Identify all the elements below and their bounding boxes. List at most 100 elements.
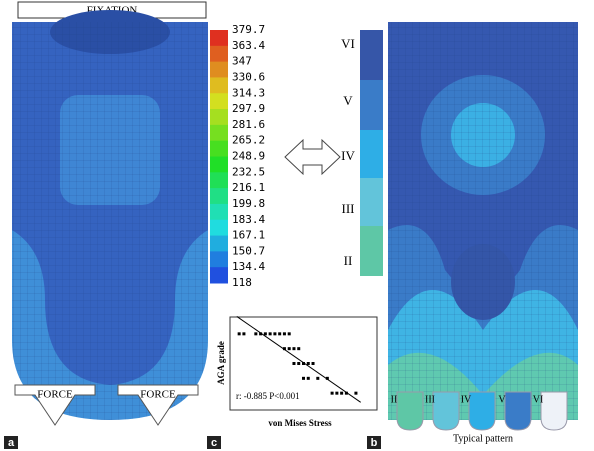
point [297,362,301,365]
panel-letter-box [4,436,18,449]
colorbar-swatch [210,172,228,189]
colorbar-label: 248.9 [232,150,265,163]
pattern-label: VI [533,394,544,405]
colorbar-label: 134.4 [232,260,265,273]
pattern-caption: Typical pattern [453,433,513,444]
colorbar-label: 199.8 [232,197,265,210]
double-arrow [284,138,341,176]
point [330,391,334,395]
point [242,332,246,336]
point [237,332,241,336]
colorbar-swatch [210,267,228,284]
colorbar-swatch [210,30,228,47]
grade-label: III [342,201,355,216]
colorbar-label: 118 [232,276,252,289]
colorbar-label: 150.7 [232,244,265,257]
colorbar-swatch [210,45,228,63]
point [325,376,329,380]
colorbar-label: 265.2 [232,134,265,147]
pattern-label: V [498,394,506,405]
panel-letter-box [207,436,221,449]
force-arrow [117,384,199,426]
point [259,332,263,336]
colorbar-label: 232.5 [232,165,265,178]
point [306,362,310,365]
point [354,391,358,395]
pattern-label: III [425,394,435,405]
colorbar-swatch [210,77,228,94]
grade-label: II [344,253,353,268]
pattern-label: IV [461,394,472,405]
colorbar-swatch [210,109,228,126]
point [302,376,305,380]
colorbar-label: 330.6 [232,70,265,83]
trend-line [236,316,361,403]
force-arrow [14,384,96,426]
point [278,332,282,336]
colorbar-label: 167.1 [232,229,265,242]
colorbar-swatch [210,235,228,252]
point [268,332,272,336]
point [282,347,286,351]
colorbar-label: 183.4 [232,213,265,226]
point [273,332,277,336]
point [254,332,258,336]
point [311,362,315,365]
y-axis-label: AGA grade [216,341,226,385]
colorbar-label: 347 [232,55,252,68]
point [344,391,348,395]
point [263,332,267,336]
point [302,362,305,365]
point [306,376,310,380]
pattern-icon [504,391,532,431]
grade-swatch [360,178,383,226]
colorbar-label: 363.4 [232,39,265,52]
pattern-icon [432,391,460,431]
colorbar-label: 216.1 [232,181,265,194]
x-axis-label: von Mises Stress [268,418,332,428]
panel-letter: a [8,437,15,449]
panel-letter: c [211,437,217,449]
colorbar-swatch [210,124,228,142]
grade-swatch [360,226,383,276]
point [316,376,320,380]
colorbar-swatch [210,61,228,78]
colorbar-swatch [210,156,228,173]
point [297,347,301,351]
point [340,391,344,395]
colorbar-label: 379.7 [232,23,265,36]
pattern-icon [396,391,424,431]
panel-letter-box [367,436,381,449]
grade-swatch [360,130,383,178]
colorbar-swatch [210,140,228,157]
force-label: FORCE [140,389,176,401]
colorbar-swatch [210,188,228,205]
colorbar-label: 314.3 [232,86,265,99]
pattern-icon [468,391,496,431]
force-label: FORCE [37,389,73,401]
pattern-label: II [391,394,398,405]
point [292,347,296,351]
grade-label: IV [341,148,355,163]
colorbar-swatch [210,93,228,110]
colorbar-swatch [210,251,228,268]
point [287,332,291,336]
mesh-b [388,22,578,420]
colorbar-label: 281.6 [232,118,265,131]
grade-label: V [343,93,353,108]
annotation: r: -0.885 P<0.001 [236,391,300,401]
point [292,362,296,365]
colorbar-label: 297.9 [232,102,265,115]
point [282,332,286,336]
grade-swatch [360,80,383,130]
grade-label: VI [341,36,355,51]
colorbar-swatch [210,219,228,237]
colorbar-swatch [210,203,228,221]
mesh-a [12,22,208,420]
point [287,347,291,351]
point [335,391,339,395]
grade-swatch [360,30,383,80]
panel-letter: b [371,437,378,449]
pattern-icon [540,391,568,431]
